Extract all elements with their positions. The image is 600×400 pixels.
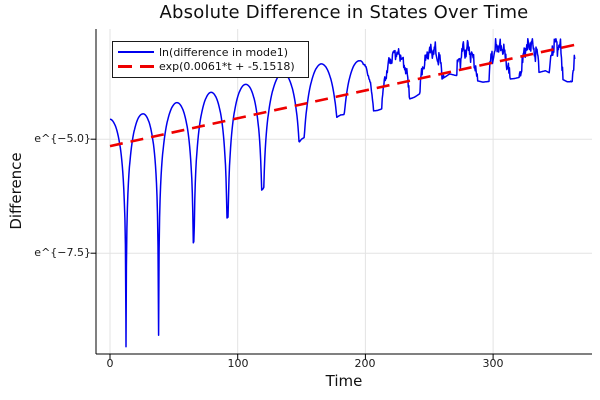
legend-line-sample-red <box>118 65 154 69</box>
legend-entry-series1: ln(difference in mode1) <box>118 46 303 59</box>
legend-line-sample-blue <box>118 51 154 54</box>
x-tick-label: 200 <box>354 357 376 370</box>
x-axis-label: Time <box>325 372 363 390</box>
legend: ln(difference in mode1) exp(0.0061*t + -… <box>112 41 309 78</box>
y-tick-label: e^{−5.0} <box>34 132 91 145</box>
legend-label-series2: exp(0.0061*t + -5.1518) <box>159 60 295 74</box>
x-tick-label: 300 <box>482 357 504 370</box>
x-tick-label: 100 <box>227 357 249 370</box>
legend-label-series1: ln(difference in mode1) <box>159 45 289 59</box>
y-tick-label: e^{−7.5} <box>34 246 91 259</box>
chart-title: Absolute Difference in States Over Time <box>159 2 529 23</box>
y-axis-label: Difference <box>7 152 25 230</box>
x-tick-label: 0 <box>106 357 114 370</box>
legend-entry-series2: exp(0.0061*t + -5.1518) <box>118 60 303 73</box>
